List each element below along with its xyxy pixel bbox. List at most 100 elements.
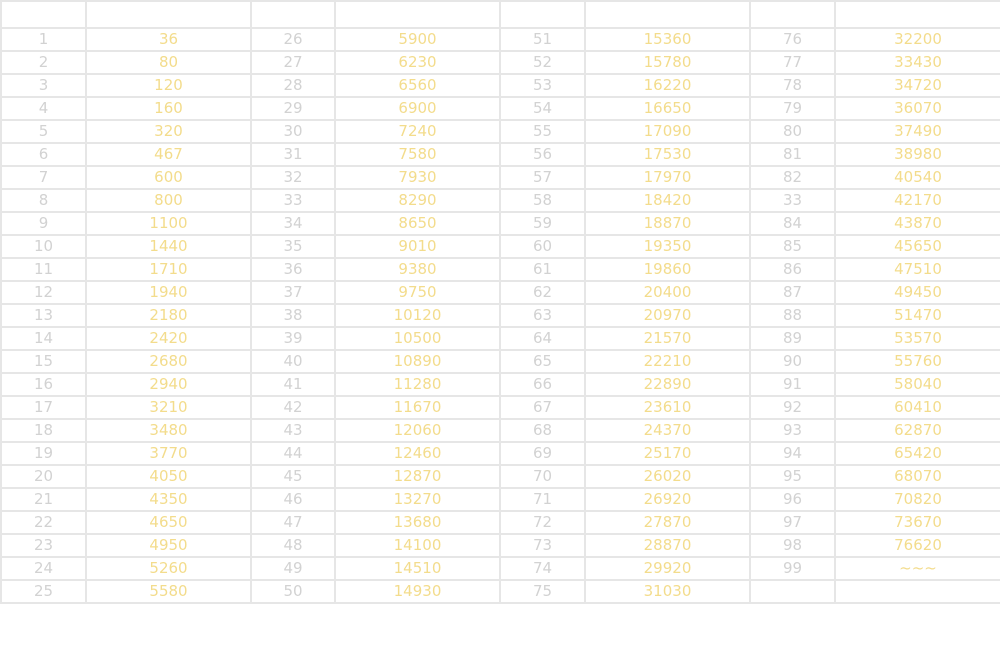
level-cell: 29 (250, 96, 336, 121)
level-cell: 80 (749, 119, 836, 144)
table-row: 13 2180 38 10120 63 20970 88 51470 (0, 303, 1000, 328)
level-cell: 60 (499, 234, 586, 259)
level-cell: 54 (499, 96, 586, 121)
value-cell: 4350 (85, 487, 252, 512)
level-cell: 11 (0, 257, 87, 282)
level-cell: 13 (0, 303, 87, 328)
value-cell: 6230 (334, 50, 501, 75)
level-cell: 65 (499, 349, 586, 374)
table-row: 19 3770 44 12460 69 25170 94 65420 (0, 441, 1000, 466)
value-cell: 3480 (85, 418, 252, 443)
value-cell: 5260 (85, 556, 252, 581)
value-cell: 37490 (834, 119, 1000, 144)
level-cell: 53 (499, 73, 586, 98)
value-cell: 19350 (584, 234, 751, 259)
level-cell: 73 (499, 533, 586, 558)
value-cell: 160 (85, 96, 252, 121)
value-cell: 3210 (85, 395, 252, 420)
value-cell: 27870 (584, 510, 751, 535)
value-cell: 8650 (334, 211, 501, 236)
value-cell: 5580 (85, 579, 252, 604)
level-cell: 88 (749, 303, 836, 328)
level-cell: 92 (749, 395, 836, 420)
value-cell: 2180 (85, 303, 252, 328)
header-cell (85, 0, 252, 29)
value-cell: 7930 (334, 165, 501, 190)
value-cell: 40540 (834, 165, 1000, 190)
level-cell: 40 (250, 349, 336, 374)
table-row: 8 800 33 8290 58 18420 33 42170 (0, 188, 1000, 213)
level-cell: 45 (250, 464, 336, 489)
level-cell: 26 (250, 27, 336, 52)
table-row: 25 5580 50 14930 75 31030 (0, 579, 1000, 604)
level-cell: 59 (499, 211, 586, 236)
level-cell: 76 (749, 27, 836, 52)
level-cell: 15 (0, 349, 87, 374)
level-cell: 62 (499, 280, 586, 305)
level-cell: 33 (749, 188, 836, 213)
level-cell: 69 (499, 441, 586, 466)
level-cell: 91 (749, 372, 836, 397)
level-cell: 66 (499, 372, 586, 397)
value-cell: 16650 (584, 96, 751, 121)
table-row: 16 2940 41 11280 66 22890 91 58040 (0, 372, 1000, 397)
value-cell: 65420 (834, 441, 1000, 466)
level-cell: 51 (499, 27, 586, 52)
level-cell: 6 (0, 142, 87, 167)
level-cell: 84 (749, 211, 836, 236)
value-cell: 62870 (834, 418, 1000, 443)
value-cell: 18870 (584, 211, 751, 236)
value-cell: 33430 (834, 50, 1000, 75)
value-cell: 58040 (834, 372, 1000, 397)
table-row: 20 4050 45 12870 70 26020 95 68070 (0, 464, 1000, 489)
value-cell: 76620 (834, 533, 1000, 558)
value-cell: 14100 (334, 533, 501, 558)
level-cell: 72 (499, 510, 586, 535)
level-cell: 4 (0, 96, 87, 121)
level-cell: 18 (0, 418, 87, 443)
level-table: 1 36 26 5900 51 15360 76 32200 2 80 27 6230 52 15780 7… (0, 0, 1000, 604)
level-cell: 30 (250, 119, 336, 144)
value-cell: 26920 (584, 487, 751, 512)
value-cell: 4950 (85, 533, 252, 558)
value-cell: 18420 (584, 188, 751, 213)
level-cell: 14 (0, 326, 87, 351)
value-cell: 22890 (584, 372, 751, 397)
level-cell: 93 (749, 418, 836, 443)
level-cell: 74 (499, 556, 586, 581)
value-cell: 20970 (584, 303, 751, 328)
level-cell: 37 (250, 280, 336, 305)
level-cell: 52 (499, 50, 586, 75)
value-cell: 12060 (334, 418, 501, 443)
value-cell: ~~~ (834, 556, 1000, 581)
level-cell: 63 (499, 303, 586, 328)
value-cell: 73670 (834, 510, 1000, 535)
value-cell: 11670 (334, 395, 501, 420)
value-cell: 23610 (584, 395, 751, 420)
value-cell: 36 (85, 27, 252, 52)
table-row: 18 3480 43 12060 68 24370 93 62870 (0, 418, 1000, 443)
value-cell: 60410 (834, 395, 1000, 420)
level-cell: 9 (0, 211, 87, 236)
table-row: 15 2680 40 10890 65 22210 90 55760 (0, 349, 1000, 374)
level-cell: 41 (250, 372, 336, 397)
level-cell: 49 (250, 556, 336, 581)
value-cell: 9380 (334, 257, 501, 282)
level-cell: 25 (0, 579, 87, 604)
level-cell: 99 (749, 556, 836, 581)
level-cell: 44 (250, 441, 336, 466)
level-cell: 19 (0, 441, 87, 466)
level-cell: 1 (0, 27, 87, 52)
level-cell: 85 (749, 234, 836, 259)
level-cell: 23 (0, 533, 87, 558)
value-cell: 17970 (584, 165, 751, 190)
level-cell: 42 (250, 395, 336, 420)
header-row (0, 0, 1000, 29)
header-cell (334, 0, 501, 29)
level-cell: 21 (0, 487, 87, 512)
table-row: 1 36 26 5900 51 15360 76 32200 (0, 27, 1000, 52)
table-row: 5 320 30 7240 55 17090 80 37490 (0, 119, 1000, 144)
level-cell: 17 (0, 395, 87, 420)
level-cell: 86 (749, 257, 836, 282)
value-cell: 14930 (334, 579, 501, 604)
